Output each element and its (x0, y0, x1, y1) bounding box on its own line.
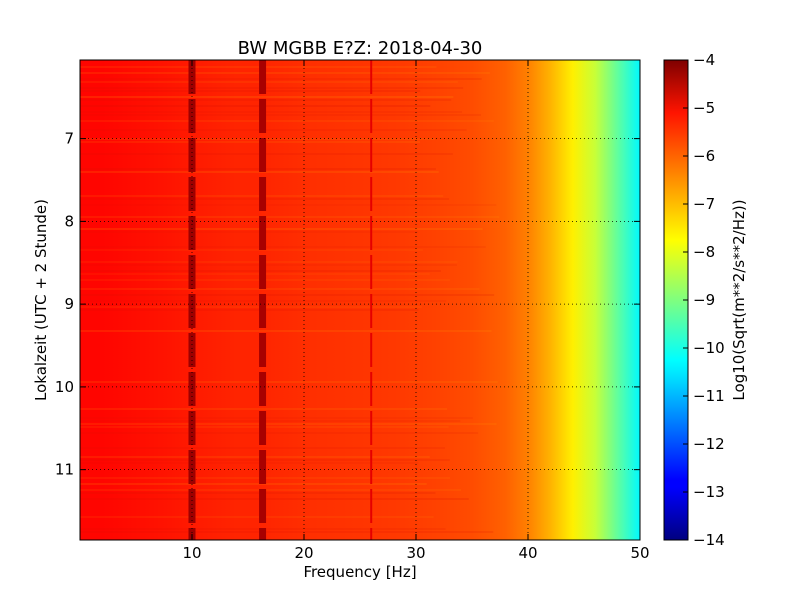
y-tick-label: 11 (55, 461, 74, 479)
texture-stripe (80, 72, 490, 74)
texture-stripe (80, 204, 497, 206)
colorbar-tick-label: −9 (693, 291, 715, 309)
texture-stripe (80, 87, 464, 89)
texture-stripe (80, 417, 473, 419)
texture-stripe (80, 168, 436, 170)
texture-stripe (80, 423, 497, 425)
colorbar-tick-label: −10 (693, 339, 725, 357)
texture-stripe (80, 516, 434, 518)
texture-stripe (80, 216, 500, 218)
colorbar-tick-label: −13 (693, 483, 725, 501)
colorbar-tick-label: −14 (693, 531, 725, 549)
colorbar-tick-label: −12 (693, 435, 725, 453)
y-tick-label: 8 (64, 212, 74, 230)
texture-stripe (80, 78, 482, 80)
texture-stripe (80, 489, 462, 491)
texture-stripe (80, 249, 423, 251)
texture-stripe (80, 111, 462, 113)
texture-stripe (80, 288, 480, 290)
x-tick-label: 10 (182, 544, 201, 562)
texture-stripe (80, 306, 422, 308)
texture-stripe (80, 261, 458, 263)
y-tick-label: 9 (64, 295, 74, 313)
texture-stripe (80, 228, 483, 230)
plot-frame (79, 59, 641, 541)
colorbar-label: Log10(Sqrt(m**2/s**2/Hz)) (730, 199, 748, 400)
texture-stripe (80, 408, 447, 410)
texture-stripe (80, 432, 479, 434)
grid-lines (80, 60, 640, 540)
x-axis-ticks: 10 20 30 40 50 (182, 60, 650, 562)
y-tick-label: 10 (55, 378, 74, 396)
texture-stripe (80, 81, 458, 83)
colorbar-tick-label: −5 (693, 99, 715, 117)
texture-stripe (80, 309, 419, 311)
texture-stripe (80, 420, 461, 422)
texture-stripe (80, 381, 498, 383)
y-axis-ticks: 7 8 9 10 11 (55, 130, 640, 479)
texture-stripe (80, 462, 419, 464)
texture-stripe (80, 492, 436, 494)
texture-stripe (80, 294, 495, 296)
texture-stripe (80, 153, 453, 155)
texture-stripe (80, 273, 430, 275)
colorbar-tick-label: −8 (693, 243, 715, 261)
y-tick-label: 7 (64, 130, 74, 148)
chart-title: BW MGBB E?Z: 2018-04-30 (238, 38, 483, 59)
x-tick-label: 30 (406, 544, 425, 562)
texture-stripe (80, 246, 486, 248)
texture-stripe (80, 90, 421, 92)
x-tick-label: 20 (294, 544, 313, 562)
colorbar-tick-label: −7 (693, 195, 715, 213)
texture-stripe (80, 114, 481, 116)
texture-stripe (80, 66, 437, 68)
texture-stripe (80, 483, 427, 485)
plot-area-gradient (80, 60, 640, 540)
texture-stripe (80, 231, 419, 233)
texture-stripe (80, 330, 492, 332)
y-axis-label: Lokalzeit (UTC + 2 Stunde) (32, 199, 50, 401)
texture-stripe (80, 120, 494, 122)
texture-stripe (80, 129, 467, 131)
colorbar-tick-label: −6 (693, 147, 715, 165)
texture-stripe (80, 264, 458, 266)
texture-stripe (80, 531, 494, 533)
texture-stripe (80, 447, 445, 449)
texture-stripe (80, 96, 454, 98)
x-tick-label: 50 (630, 544, 649, 562)
texture-stripe (80, 138, 435, 140)
texture-stripe (80, 141, 421, 143)
texture-stripe (80, 498, 469, 500)
texture-stripe (80, 456, 430, 458)
x-tick-label: 40 (518, 544, 537, 562)
colorbar-tick-label: −11 (693, 387, 725, 405)
colorbar-ticks: −4 −5 −6 −7 −8 −9 −10 −11 −12 −13 −14 (683, 51, 725, 549)
colorbar-tick-label: −4 (693, 51, 715, 69)
texture-stripe (80, 105, 431, 107)
x-axis-label: Frequency [Hz] (303, 563, 416, 581)
